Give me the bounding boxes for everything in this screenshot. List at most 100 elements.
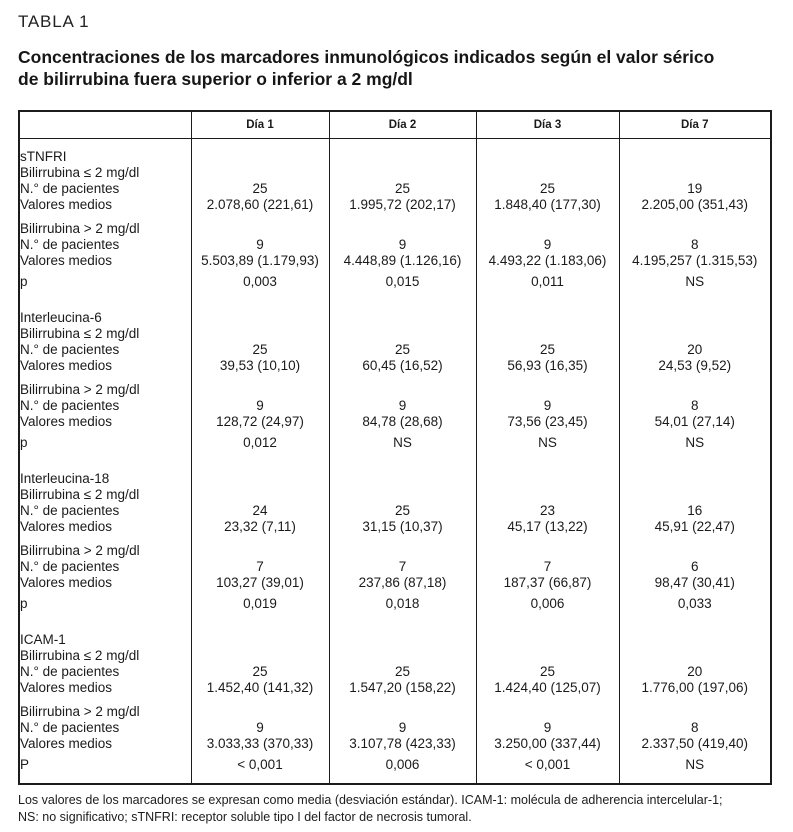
patients-value: 7: [328, 559, 477, 576]
p-value: < 0,001: [190, 752, 330, 785]
patients-value: 20: [618, 664, 772, 681]
empty-cell: [618, 326, 772, 343]
table-footnote: Los valores de los marcadores se expresa…: [18, 792, 776, 826]
patients-value: 19: [618, 181, 772, 198]
bilirubin-le-row: Bilirrubina ≤ 2 mg/dl: [18, 487, 772, 504]
marker-section-row: Interleucina-6: [18, 300, 772, 327]
row-label-means: Valores medios: [18, 736, 192, 753]
empty-cell: [618, 138, 772, 166]
row-label-p: p: [18, 591, 192, 623]
row-label-p: P: [18, 752, 192, 785]
mean-value: 3.033,33 (370,33): [190, 736, 330, 753]
patients-value: 9: [190, 398, 330, 415]
row-label-means: Valores medios: [18, 253, 192, 270]
p-value-row: P < 0,001 0,006 < 0,001 NS: [18, 752, 772, 785]
mean-value: 23,32 (7,11): [190, 519, 330, 536]
patients-row: N.° de pacientes 9 9 9 8: [18, 720, 772, 737]
empty-cell: [190, 138, 330, 166]
empty-cell: [618, 648, 772, 665]
mean-value: 45,91 (22,47): [618, 519, 772, 536]
patients-value: 9: [190, 720, 330, 737]
marker-section-row: sTNFRI: [18, 138, 772, 166]
empty-cell: [190, 213, 330, 238]
marker-name: sTNFRI: [18, 138, 192, 166]
row-label-bilirubin-le: Bilirrubina ≤ 2 mg/dl: [18, 326, 192, 343]
row-label-means: Valores medios: [18, 414, 192, 431]
p-value: NS: [618, 752, 772, 785]
empty-cell: [618, 213, 772, 238]
row-label-patients: N.° de pacientes: [18, 342, 192, 359]
patients-row: N.° de pacientes 25 25 25 20: [18, 664, 772, 681]
row-label-means: Valores medios: [18, 358, 192, 375]
empty-cell: [190, 535, 330, 560]
empty-cell: [475, 374, 620, 399]
patients-value: 7: [475, 559, 620, 576]
bilirubin-le-row: Bilirrubina ≤ 2 mg/dl: [18, 165, 772, 182]
patients-value: 25: [190, 181, 330, 198]
empty-cell: [618, 487, 772, 504]
row-label-patients: N.° de pacientes: [18, 181, 192, 198]
means-row: Valores medios 39,53 (10,10) 60,45 (16,52)…: [18, 358, 772, 375]
p-value: NS: [328, 430, 477, 462]
empty-cell: [328, 622, 477, 649]
marker-name: ICAM-1: [18, 622, 192, 649]
empty-cell: [190, 165, 330, 182]
empty-cell: [190, 696, 330, 721]
mean-value: 2.337,50 (419,40): [618, 736, 772, 753]
mean-value: 187,37 (66,87): [475, 575, 620, 592]
p-value: 0,012: [190, 430, 330, 462]
bilirubin-le-row: Bilirrubina ≤ 2 mg/dl: [18, 326, 772, 343]
patients-row: N.° de pacientes 25 25 25 20: [18, 342, 772, 359]
empty-cell: [328, 648, 477, 665]
table-number-label: TABLA 1: [18, 12, 90, 31]
patients-row: N.° de pacientes 24 25 23 16: [18, 503, 772, 520]
col-header-dia-1: Día 1: [190, 110, 330, 140]
marker-section-row: Interleucina-18: [18, 461, 772, 488]
row-label-p: p: [18, 269, 192, 301]
means-row: Valores medios 128,72 (24,97) 84,78 (28,68…: [18, 414, 772, 431]
empty-cell: [618, 696, 772, 721]
empty-cell: [328, 374, 477, 399]
empty-cell: [475, 622, 620, 649]
mean-value: 45,17 (13,22): [475, 519, 620, 536]
patients-value: 8: [618, 398, 772, 415]
empty-cell: [190, 461, 330, 488]
patients-value: 9: [475, 237, 620, 254]
empty-cell: [475, 213, 620, 238]
mean-value: 4.448,89 (1.126,16): [328, 253, 477, 270]
empty-cell: [328, 461, 477, 488]
patients-value: 9: [475, 720, 620, 737]
patients-value: 9: [190, 237, 330, 254]
table-header: Día 1 Día 2 Día 3 Día 7: [18, 110, 772, 140]
patients-value: 9: [328, 398, 477, 415]
mean-value: 56,93 (16,35): [475, 358, 620, 375]
patients-row: N.° de pacientes 9 9 9 8: [18, 237, 772, 254]
table-title: Concentraciones de los marcadores inmuno…: [18, 47, 715, 90]
patients-value: 20: [618, 342, 772, 359]
empty-cell: [328, 696, 477, 721]
mean-value: 54,01 (27,14): [618, 414, 772, 431]
patients-value: 25: [328, 342, 477, 359]
row-label-patients: N.° de pacientes: [18, 398, 192, 415]
row-label-bilirubin-gt: Bilirrubina > 2 mg/dl: [18, 535, 192, 560]
mean-value: 1.452,40 (141,32): [190, 680, 330, 697]
mean-value: 1.424,40 (125,07): [475, 680, 620, 697]
empty-cell: [328, 487, 477, 504]
empty-cell: [190, 622, 330, 649]
p-value-row: p 0,003 0,015 0,011 NS: [18, 269, 772, 301]
patients-row: N.° de pacientes 9 9 9 8: [18, 398, 772, 415]
corner-cell: [18, 110, 192, 140]
bilirubin-gt-row: Bilirrubina > 2 mg/dl: [18, 213, 772, 238]
empty-cell: [190, 648, 330, 665]
mean-value: 98,47 (30,41): [618, 575, 772, 592]
mean-value: 128,72 (24,97): [190, 414, 330, 431]
mean-value: 4.493,22 (1.183,06): [475, 253, 620, 270]
empty-cell: [190, 374, 330, 399]
mean-value: 1.995,72 (202,17): [328, 197, 477, 214]
patients-value: 8: [618, 237, 772, 254]
p-value: NS: [618, 269, 772, 301]
empty-cell: [328, 165, 477, 182]
patients-row: N.° de pacientes 25 25 25 19: [18, 181, 772, 198]
patients-value: 25: [475, 181, 620, 198]
bilirubin-gt-row: Bilirrubina > 2 mg/dl: [18, 535, 772, 560]
